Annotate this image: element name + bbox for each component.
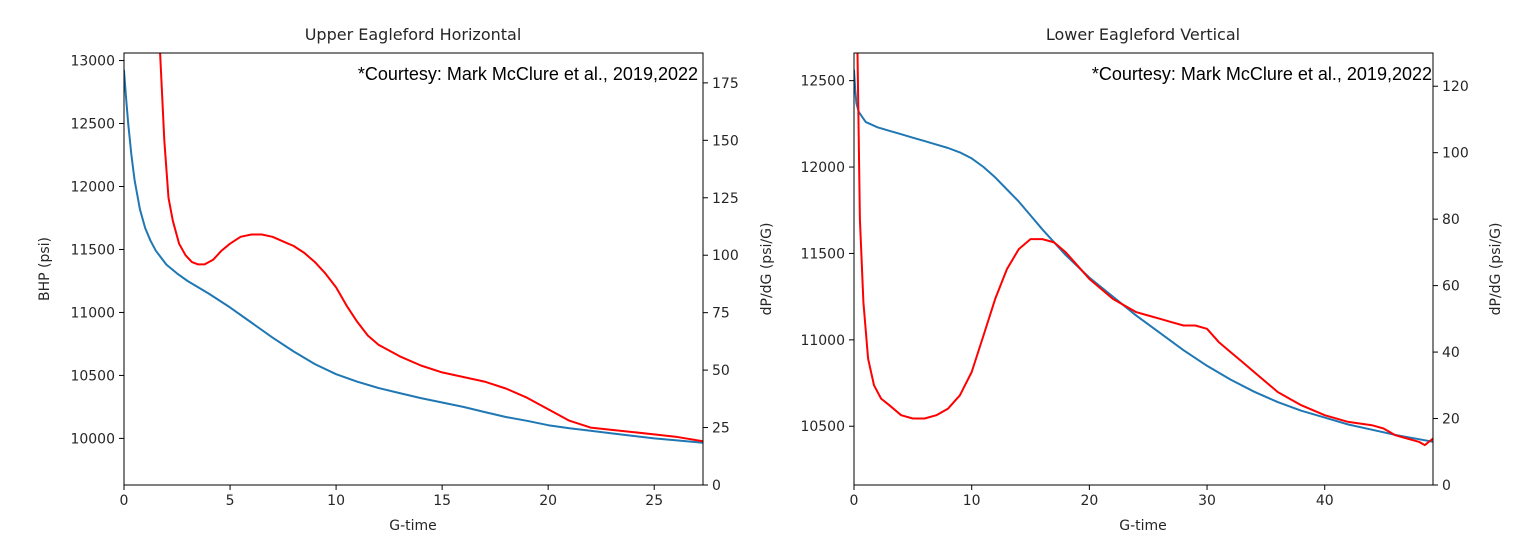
- chart-upper-eagleford: Upper Eagleford Horizontal *Courtesy: Ma…: [37, 25, 775, 534]
- y2-tick-label: 40: [1442, 345, 1460, 361]
- y2-tick-label: 50: [712, 363, 730, 379]
- x-tick-label: 20: [539, 493, 557, 509]
- y-tick-label: 12500: [70, 117, 115, 133]
- plot-frame: [123, 52, 704, 486]
- y-axis-label: BHP (psi): [37, 237, 53, 301]
- y2-tick-label: 100: [1442, 146, 1469, 162]
- x-tick-label: 0: [850, 493, 859, 509]
- chart-title: Lower Eagleford Vertical: [1046, 25, 1240, 44]
- courtesy-annotation: *Courtesy: Mark McClure et al., 2019,202…: [1092, 64, 1432, 84]
- x-axis-label: G-time: [389, 518, 437, 534]
- y2-axis-label: dP/dG (psi/G): [759, 223, 775, 316]
- x-tick-label: 40: [1316, 493, 1334, 509]
- x-tick-label: 20: [1080, 493, 1098, 509]
- bhp-series-line: [124, 69, 703, 444]
- y-tick-label: 10500: [800, 419, 845, 435]
- y-tick-label: 12000: [800, 160, 845, 176]
- y-tick-label: 11000: [70, 305, 115, 321]
- dpdg-series-line: [159, 53, 703, 443]
- x-tick-label: 15: [433, 493, 451, 509]
- y-tick-label: 12500: [800, 74, 845, 90]
- y-tick-label: 11500: [70, 242, 115, 258]
- y-tick-label: 13000: [70, 54, 115, 70]
- dpdg-series-line: [856, 53, 1433, 447]
- chart-lower-eagleford: Lower Eagleford Vertical *Courtesy: Mark…: [800, 25, 1504, 534]
- x-tick-label: 0: [120, 493, 129, 509]
- courtesy-annotation: *Courtesy: Mark McClure et al., 2019,202…: [358, 64, 698, 84]
- y2-tick-label: 0: [712, 478, 721, 494]
- y2-tick-label: 80: [1442, 212, 1460, 228]
- bhp-series-line: [854, 69, 1433, 443]
- x-tick-label: 25: [645, 493, 663, 509]
- y-tick-label: 12000: [70, 180, 115, 196]
- y-tick-label: 10500: [70, 368, 115, 384]
- y2-tick-label: 75: [712, 306, 730, 322]
- y2-tick-label: 120: [1442, 79, 1469, 95]
- y2-axis-label: dP/dG (psi/G): [1488, 223, 1504, 316]
- x-tick-label: 10: [327, 493, 345, 509]
- y-tick-label: 11500: [800, 246, 845, 262]
- y2-tick-label: 150: [712, 133, 739, 149]
- x-axis-label: G-time: [1119, 518, 1167, 534]
- y2-tick-label: 175: [712, 76, 739, 92]
- x-tick-label: 5: [226, 493, 235, 509]
- chart-title: Upper Eagleford Horizontal: [305, 25, 522, 44]
- x-tick-label: 30: [1198, 493, 1216, 509]
- y2-tick-label: 125: [712, 191, 739, 207]
- y-tick-label: 10000: [70, 431, 115, 447]
- y2-tick-label: 25: [712, 421, 730, 437]
- x-tick-label: 10: [963, 493, 981, 509]
- plot-frame: [853, 52, 1434, 486]
- y2-tick-label: 100: [712, 248, 739, 264]
- y2-tick-label: 0: [1442, 478, 1451, 494]
- y2-tick-label: 20: [1442, 412, 1460, 428]
- y2-tick-label: 60: [1442, 279, 1460, 295]
- y-tick-label: 11000: [800, 333, 845, 349]
